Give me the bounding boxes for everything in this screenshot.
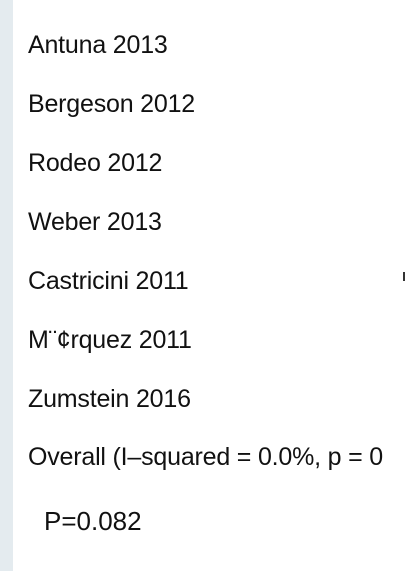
study-label: Bergeson 2012 [28, 90, 195, 118]
left-margin-bar [0, 0, 13, 571]
study-label: Weber 2013 [28, 208, 162, 236]
overall-label: Overall (I–squared = 0.0%, p = 0 [28, 443, 383, 471]
p-value: P=0.082 [44, 506, 142, 536]
study-label: Antuna 2013 [28, 31, 168, 59]
study-label: Rodeo 2012 [28, 149, 163, 177]
plot-tick-mark [403, 272, 405, 281]
study-label: Castricini 2011 [28, 267, 189, 295]
study-label: M¨¢rquez 2011 [28, 326, 192, 354]
study-label: Zumstein 2016 [28, 385, 191, 413]
